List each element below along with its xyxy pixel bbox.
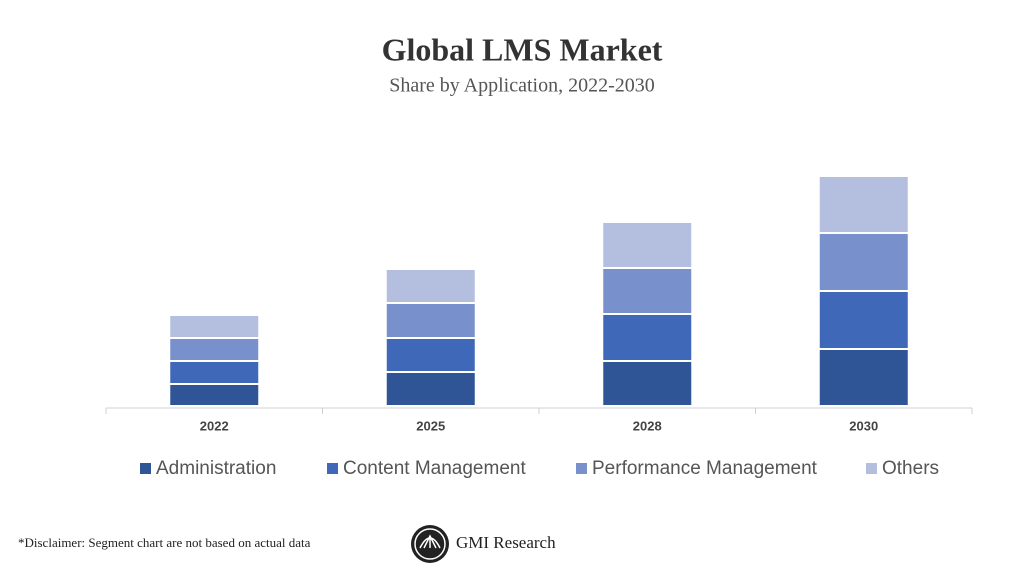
bar-segment [601, 221, 694, 269]
legend-swatch [327, 463, 338, 474]
x-tick-label: 2025 [416, 418, 445, 433]
bar-segment [168, 314, 261, 339]
chart-title: Global LMS Market [382, 31, 663, 67]
legend-swatch [576, 463, 587, 474]
brand-name: GMI Research [456, 533, 556, 552]
bar-segment [168, 337, 261, 362]
bar-segment [817, 232, 910, 292]
legend-swatch [866, 463, 877, 474]
bar-segment [168, 383, 261, 407]
bar-segment [601, 360, 694, 407]
bar-segment [384, 337, 477, 373]
legend-label: Content Management [343, 458, 526, 479]
disclaimer: *Disclaimer: Segment chart are not based… [18, 535, 311, 550]
brand-logo [411, 525, 449, 563]
legend-swatch [140, 463, 151, 474]
chart-subtitle: Share by Application, 2022-2030 [389, 75, 655, 97]
x-tick-label: 2030 [849, 418, 878, 433]
bar-segment [384, 371, 477, 407]
bar-segment [817, 348, 910, 407]
legend-label: Performance Management [592, 458, 818, 479]
legend-label: Others [882, 458, 939, 479]
x-tick-label: 2022 [200, 418, 229, 433]
bar-segment [168, 360, 261, 385]
bar-segment [384, 302, 477, 339]
bar-segment [817, 175, 910, 234]
bar-segment [601, 313, 694, 362]
x-tick-label: 2028 [633, 418, 662, 433]
bar-segment [817, 290, 910, 350]
bar-segment [601, 267, 694, 315]
bar-segment [384, 268, 477, 304]
legend-label: Administration [156, 458, 276, 479]
